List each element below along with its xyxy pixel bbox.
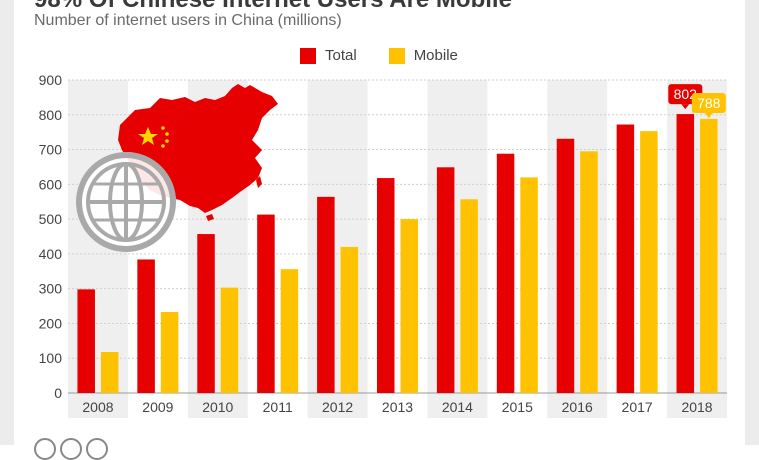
flag-star-icon	[138, 127, 158, 145]
bar-total-2015	[496, 153, 515, 393]
y-tick-label: 500	[39, 211, 63, 227]
bar-chart: 0 100 200 300 400 500 600 700 800 900 2008 2009 201…	[39, 72, 727, 418]
y-tick-label: 800	[39, 107, 63, 123]
legend-swatch-mobile	[388, 47, 405, 64]
x-tick-label: 2015	[502, 399, 533, 415]
x-tick-label: 2010	[202, 399, 233, 415]
category-band	[667, 80, 727, 418]
small-stars	[161, 126, 169, 148]
legend-swatch-total	[300, 47, 316, 64]
annotation-box	[691, 92, 726, 113]
legend-label-total: Total	[325, 47, 357, 64]
x-tick-label: 2018	[681, 399, 712, 415]
y-tick-label: 600	[39, 176, 63, 192]
y-tick-label: 300	[39, 281, 63, 297]
bar-total-2016	[556, 138, 575, 393]
legend-item-total: Total	[300, 47, 357, 64]
x-tick-label: 2009	[142, 399, 173, 415]
bar-mobile-2013	[400, 219, 418, 393]
y-tick-label: 100	[39, 350, 63, 366]
china-illustration	[76, 84, 278, 252]
x-tick-label: 2016	[562, 399, 593, 415]
bar-total-2009	[137, 259, 155, 393]
y-tick-label: 200	[39, 315, 63, 331]
legend-label-mobile: Mobile	[413, 47, 458, 64]
chart-subtitle: Number of internet users in China (milli…	[34, 12, 342, 29]
globe-icon	[76, 152, 176, 252]
y-tick-label: 0	[54, 385, 62, 401]
x-tick-label: 2008	[82, 399, 113, 415]
cc-icon	[34, 438, 56, 460]
bar-mobile-2018	[700, 118, 718, 393]
bar-mobile-2016	[580, 151, 598, 393]
category-band	[427, 80, 488, 418]
bar-total-2017	[616, 124, 635, 393]
bar-mobile-2015	[520, 177, 538, 393]
annotation-label: 788	[697, 95, 721, 111]
bar-total-2014	[436, 167, 455, 393]
annotation-mobile: 788	[691, 92, 726, 118]
annotation-pointer	[704, 112, 713, 118]
bar-mobile-2012	[340, 246, 359, 393]
bar-total-2010	[197, 234, 215, 393]
hainan-shape	[206, 214, 214, 221]
legend: Total Mobile	[300, 47, 482, 64]
bar-total-2013	[377, 178, 395, 393]
x-tick-label: 2012	[322, 399, 353, 415]
x-tick-label: 2017	[622, 399, 653, 415]
x-tick-label: 2011	[263, 399, 293, 415]
legend-item-mobile: Mobile	[388, 47, 458, 64]
bar-mobile-2014	[460, 199, 478, 393]
y-tick-label: 400	[39, 246, 63, 262]
bar-total-2011	[257, 214, 275, 393]
annotation-label: 802	[674, 86, 698, 102]
bar-mobile-2017	[640, 131, 658, 393]
footer-license-icons	[34, 438, 108, 460]
chart-title: 98% Of Chinese Internet Users Are Mobile	[34, 0, 512, 14]
bar-mobile-2008	[100, 351, 119, 393]
x-tick-label: 2014	[442, 399, 473, 415]
y-tick-label: 700	[39, 142, 63, 158]
bar-total-2008	[77, 289, 95, 393]
bar-mobile-2011	[280, 269, 299, 393]
annotation-pointer	[681, 104, 690, 110]
taiwan-shape	[256, 176, 262, 188]
category-band	[307, 80, 368, 418]
nd-icon	[86, 438, 108, 460]
category-band	[547, 80, 608, 418]
by-icon	[60, 438, 82, 460]
y-tick-label: 900	[39, 72, 63, 88]
x-tick-label: 2013	[382, 399, 413, 415]
bar-total-2018	[676, 114, 695, 394]
bar-mobile-2010	[220, 287, 239, 393]
bar-mobile-2009	[160, 311, 179, 393]
bar-total-2012	[317, 196, 335, 393]
